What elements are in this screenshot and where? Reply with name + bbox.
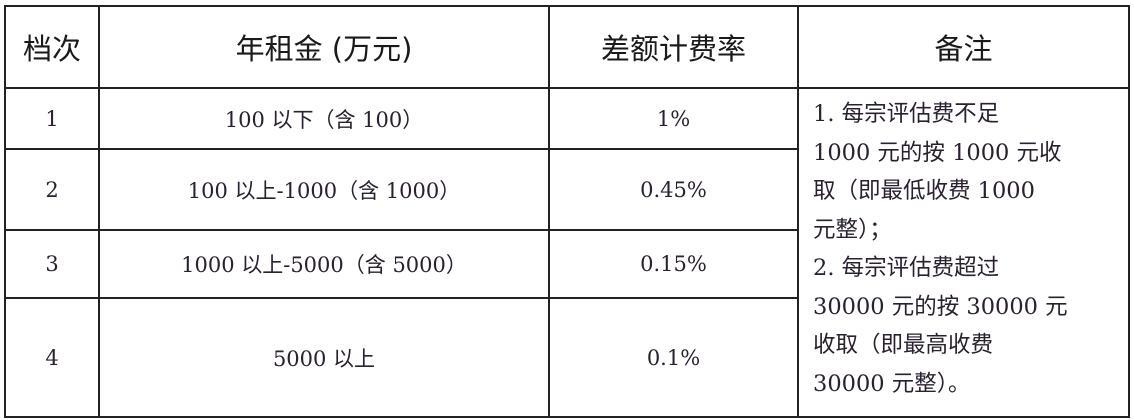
remark-line: 收取（即最高收费	[813, 332, 994, 358]
tier-cell: 2	[4, 148, 100, 231]
rate-cell: 0.45%	[548, 148, 799, 231]
remark-line: 1. 每宗评估费不足	[813, 101, 1000, 127]
remark-line: 元整）；	[813, 216, 892, 243]
rent-cell: 100 以下（含 100）	[98, 87, 550, 150]
header-tier: 档次	[4, 5, 100, 89]
tier-cell: 4	[4, 297, 100, 418]
rate-cell: 0.1%	[548, 297, 799, 418]
remark-line: 2. 每宗评估费超过	[813, 255, 1000, 281]
header-row: 档次 年租金 (万元) 差额计费率 备注	[4, 5, 1130, 89]
remarks-cell: 1. 每宗评估费不足 1000 元的按 1000 元收 取（即最低收费 1000…	[797, 87, 1130, 418]
rate-cell: 0.15%	[548, 229, 799, 299]
header-rate: 差额计费率	[548, 5, 799, 89]
tier-cell: 3	[4, 229, 100, 299]
table-row: 1 100 以下（含 100） 1% 1. 每宗评估费不足 1000 元的按 1…	[4, 87, 1130, 418]
fee-rate-table: 档次 年租金 (万元) 差额计费率 备注 1 100 以下（含 100） 1% …	[4, 5, 1130, 418]
header-annual-rent: 年租金 (万元)	[98, 5, 550, 89]
remark-line: 取（即最低收费 1000	[813, 178, 1035, 204]
remark-line: 1000 元的按 1000 元收	[813, 139, 1062, 166]
header-remarks: 备注	[797, 5, 1130, 89]
rent-cell: 100 以上-1000（含 1000）	[98, 148, 550, 231]
table-row: 2 100 以上-1000（含 1000） 0.45%	[4, 148, 1129, 231]
rent-cell: 1000 以上-5000（含 5000）	[98, 229, 550, 299]
table-row: 4 5000 以上 0.1%	[4, 297, 1129, 418]
remark-line: 30000 元整）。	[813, 370, 971, 397]
tier-cell: 1	[4, 87, 100, 150]
remark-line: 30000 元的按 30000 元	[813, 293, 1068, 320]
table-row: 3 1000 以上-5000（含 5000） 0.15%	[4, 229, 1129, 299]
rent-cell: 5000 以上	[98, 297, 550, 418]
rate-cell: 1%	[548, 87, 799, 150]
